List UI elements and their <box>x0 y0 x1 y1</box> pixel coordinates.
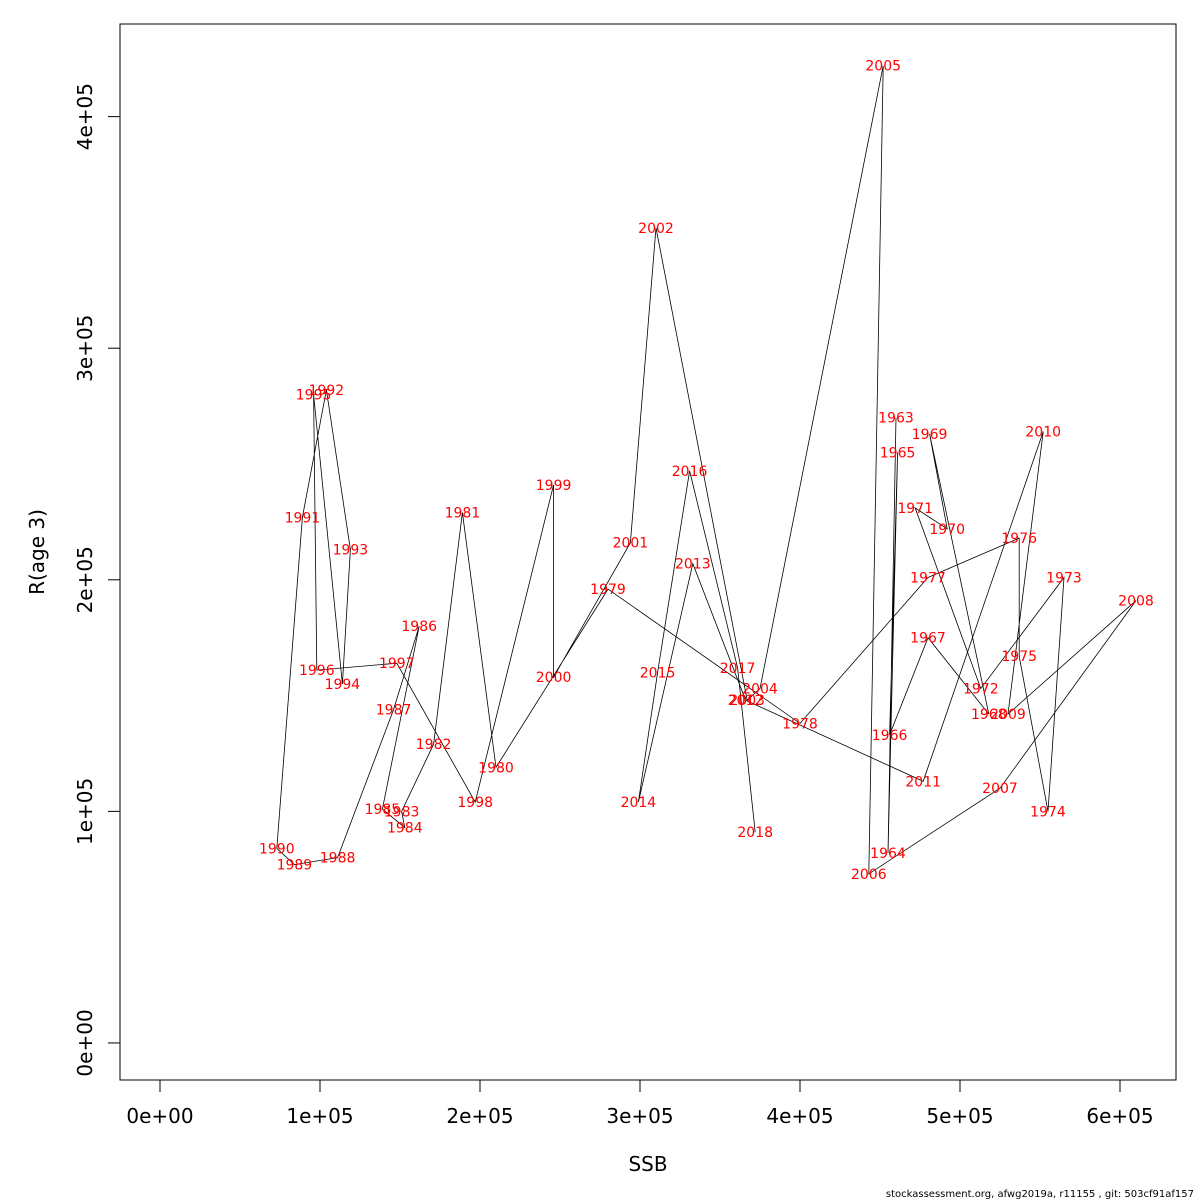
year-label-1984: 1984 <box>387 821 423 837</box>
year-label-1991: 1991 <box>285 510 321 526</box>
year-label-1968: 1968 <box>971 707 1007 723</box>
year-label-1990: 1990 <box>259 841 295 857</box>
year-label-2010: 2010 <box>1025 425 1061 441</box>
year-label-1973: 1973 <box>1046 570 1082 586</box>
year-label-1972: 1972 <box>963 682 999 698</box>
year-label-1970: 1970 <box>929 522 965 538</box>
year-label-1981: 1981 <box>445 506 481 522</box>
year-label-1965: 1965 <box>880 445 916 461</box>
y-axis: 0e+00 1e+05 2e+05 3e+05 4e+05 <box>73 83 121 1077</box>
year-label-1977: 1977 <box>910 570 946 586</box>
year-label-1986: 1986 <box>401 619 437 635</box>
year-label-1980: 1980 <box>478 760 514 776</box>
year-label-2018: 2018 <box>737 825 773 841</box>
year-label-2015: 2015 <box>640 665 676 681</box>
year-label-1997: 1997 <box>379 656 415 672</box>
year-label-2017: 2017 <box>720 661 756 677</box>
year-label-2014: 2014 <box>621 795 657 811</box>
year-label-1989: 1989 <box>277 858 313 874</box>
year-label-1999: 1999 <box>536 478 572 494</box>
x-tick-label: 2e+05 <box>446 1104 513 1128</box>
year-label-1994: 1994 <box>325 677 361 693</box>
year-label-2011: 2011 <box>905 774 941 790</box>
x-tick-label: 4e+05 <box>766 1104 833 1128</box>
year-label-2003: 2003 <box>729 693 765 709</box>
year-label-1964: 1964 <box>870 846 906 862</box>
x-tick-label: 0e+00 <box>126 1104 193 1128</box>
year-label-2006: 2006 <box>851 867 887 883</box>
year-label-1969: 1969 <box>912 427 948 443</box>
year-label-1979: 1979 <box>590 582 626 598</box>
year-label-1978: 1978 <box>782 716 818 732</box>
year-label-1992: 1992 <box>309 383 345 399</box>
year-label-1967: 1967 <box>910 631 946 647</box>
y-tick-label: 0e+00 <box>73 1009 97 1076</box>
year-label-2012: 2012 <box>728 693 764 709</box>
year-label-1975: 1975 <box>1001 649 1037 665</box>
x-tick-label: 1e+05 <box>286 1104 353 1128</box>
year-label-1963: 1963 <box>878 411 914 427</box>
year-label-1974: 1974 <box>1030 804 1066 820</box>
year-label-1998: 1998 <box>457 795 493 811</box>
year-label-1982: 1982 <box>416 737 452 753</box>
year-label-1976: 1976 <box>1001 531 1037 547</box>
y-tick-label: 4e+05 <box>73 83 97 150</box>
year-label-1966: 1966 <box>872 728 908 744</box>
year-label-1988: 1988 <box>320 851 356 867</box>
year-label-2008: 2008 <box>1118 594 1154 610</box>
y-tick-label: 1e+05 <box>73 778 97 845</box>
year-label-2001: 2001 <box>613 536 649 552</box>
plot-frame <box>119 23 1177 1081</box>
year-label-1983: 1983 <box>384 804 420 820</box>
series-line <box>276 65 1137 875</box>
year-label-2007: 2007 <box>982 781 1018 797</box>
y-tick-label: 3e+05 <box>73 315 97 382</box>
x-axis: 0e+00 1e+05 2e+05 3e+05 4e+05 5e+05 6e+05 <box>126 1079 1154 1128</box>
year-label-2013: 2013 <box>675 557 711 573</box>
year-label-1993: 1993 <box>333 543 369 559</box>
sr-trajectory-line <box>276 65 1137 875</box>
x-axis-label: SSB <box>628 1152 667 1176</box>
footer-credit: stockassessment.org, afwg2019a, r11155 ,… <box>886 1189 1194 1200</box>
year-label-1985: 1985 <box>365 802 401 818</box>
year-label-2002: 2002 <box>638 221 674 237</box>
year-label-2005: 2005 <box>865 59 901 75</box>
year-label-2004: 2004 <box>742 682 778 698</box>
y-tick-label: 2e+05 <box>73 546 97 613</box>
year-label-2009: 2009 <box>990 707 1026 723</box>
x-tick-label: 3e+05 <box>606 1104 673 1128</box>
x-tick-label: 6e+05 <box>1086 1104 1153 1128</box>
year-label-1987: 1987 <box>376 702 412 718</box>
year-label-1996: 1996 <box>299 663 335 679</box>
year-label-1971: 1971 <box>897 501 933 517</box>
year-label-2016: 2016 <box>672 464 708 480</box>
year-label-2000: 2000 <box>536 670 572 686</box>
point-labels: 1963 1964 1965 1966 1967 1968 1969 1970 1971 1972… <box>259 59 1154 883</box>
year-label-1995: 1995 <box>296 388 332 404</box>
x-tick-label: 5e+05 <box>926 1104 993 1128</box>
y-axis-label: R(age 3) <box>25 509 49 595</box>
